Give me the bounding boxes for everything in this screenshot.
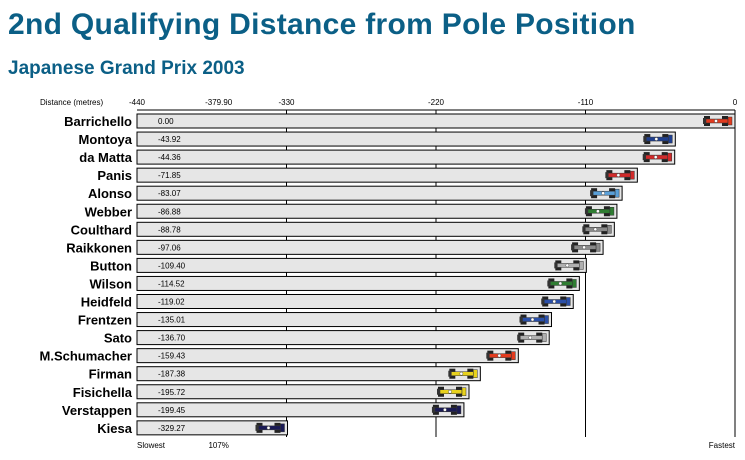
- bar-frentzen: [136, 312, 553, 328]
- x-tick-label: -110: [578, 98, 594, 107]
- mclaren-car-icon: [582, 224, 612, 235]
- value-label: -119.02: [158, 298, 185, 307]
- bar-heidfeld: [136, 294, 574, 309]
- chart-subtitle: Japanese Grand Prix 2003: [8, 58, 245, 79]
- driver-label: Firman: [89, 367, 132, 382]
- bar-panis: [136, 167, 638, 183]
- driver-label: Montoya: [79, 132, 133, 147]
- driver-label: M.Schumacher: [40, 349, 132, 364]
- minardi-car-icon: [431, 404, 462, 415]
- bar-car-icon: [554, 260, 584, 271]
- ferrari-car-icon: [703, 116, 733, 126]
- bar-montoya: [136, 131, 676, 147]
- driver-label: Heidfeld: [81, 295, 132, 310]
- williams-car-icon: [643, 134, 673, 145]
- value-label: -43.92: [158, 135, 181, 144]
- driver-label: da Matta: [79, 150, 133, 165]
- bottom-label: 107%: [208, 441, 228, 450]
- bar-da-matta: [136, 149, 676, 165]
- driver-label: Barrichello: [64, 114, 132, 129]
- bottom-label: Fastest: [709, 441, 736, 450]
- x-tick-label: 0: [733, 98, 738, 107]
- value-label: -97.06: [158, 243, 181, 252]
- jaguar-car-icon: [547, 278, 577, 289]
- driver-label: Coulthard: [71, 222, 132, 237]
- bar-button: [136, 257, 587, 273]
- bar-barrichello: [136, 113, 736, 129]
- minardi-car-icon: [255, 422, 285, 433]
- bar-fisichella: [136, 384, 470, 400]
- x-tick-label: -220: [428, 98, 445, 107]
- driver-label: Kiesa: [97, 421, 132, 436]
- x-axis-label: Distance (metres): [40, 98, 103, 107]
- value-label: -109.40: [158, 261, 186, 270]
- value-label: -199.45: [158, 406, 186, 415]
- value-label: -136.70: [158, 334, 186, 343]
- bottom-label: Slowest: [137, 441, 166, 450]
- value-label: 0.00: [158, 117, 174, 126]
- bar-coulthard: [136, 221, 615, 237]
- driver-label: Sato: [104, 331, 132, 346]
- value-label: -88.78: [158, 225, 181, 234]
- bar-alonso: [136, 185, 623, 201]
- bar-kiesa: [136, 420, 288, 436]
- sauber-car-icon: [519, 314, 549, 325]
- driver-label: Alonso: [88, 186, 132, 201]
- value-label: -44.36: [158, 153, 181, 162]
- driver-label: Wilson: [90, 276, 133, 291]
- value-label: -86.88: [158, 207, 181, 216]
- bar-raikkonen: [136, 239, 604, 255]
- bar-wilson: [136, 275, 580, 291]
- x-tick-label: -440: [129, 98, 146, 107]
- toyota-car-icon: [642, 152, 672, 163]
- driver-label: Webber: [85, 204, 132, 219]
- bar-sato: [136, 330, 550, 346]
- mclaren-car-icon: [571, 242, 601, 253]
- bar-car-icon: [517, 332, 547, 343]
- x-tick-label: -379.90: [205, 98, 233, 107]
- jordan-car-icon: [448, 368, 478, 379]
- bar-webber: [136, 203, 618, 219]
- driver-label: Fisichella: [73, 385, 133, 400]
- renault-car-icon: [590, 188, 620, 199]
- bar-m-schumacher: [136, 348, 519, 364]
- bar-firman: [136, 366, 481, 382]
- bar-verstappen: [136, 402, 465, 418]
- sauber-car-icon: [541, 296, 571, 307]
- driver-label: Verstappen: [62, 403, 132, 418]
- jaguar-car-icon: [584, 206, 615, 217]
- value-label: -71.85: [158, 171, 181, 180]
- value-label: -159.43: [158, 352, 186, 361]
- ferrari-car-icon: [486, 350, 516, 361]
- value-label: -187.38: [158, 370, 186, 379]
- value-label: -135.01: [158, 316, 186, 325]
- driver-label: Panis: [97, 168, 132, 183]
- driver-label: Raikkonen: [66, 240, 132, 255]
- toyota-car-icon: [605, 170, 635, 181]
- value-label: -83.07: [158, 189, 181, 198]
- value-label: -195.72: [158, 388, 186, 397]
- driver-label: Frentzen: [78, 313, 132, 328]
- driver-label: Button: [90, 258, 132, 273]
- value-label: -114.52: [158, 279, 185, 288]
- value-label: -329.27: [158, 424, 186, 433]
- x-tick-label: -330: [278, 98, 295, 107]
- jordan-car-icon: [436, 386, 467, 397]
- chart-title: 2nd Qualifying Distance from Pole Positi…: [8, 8, 636, 41]
